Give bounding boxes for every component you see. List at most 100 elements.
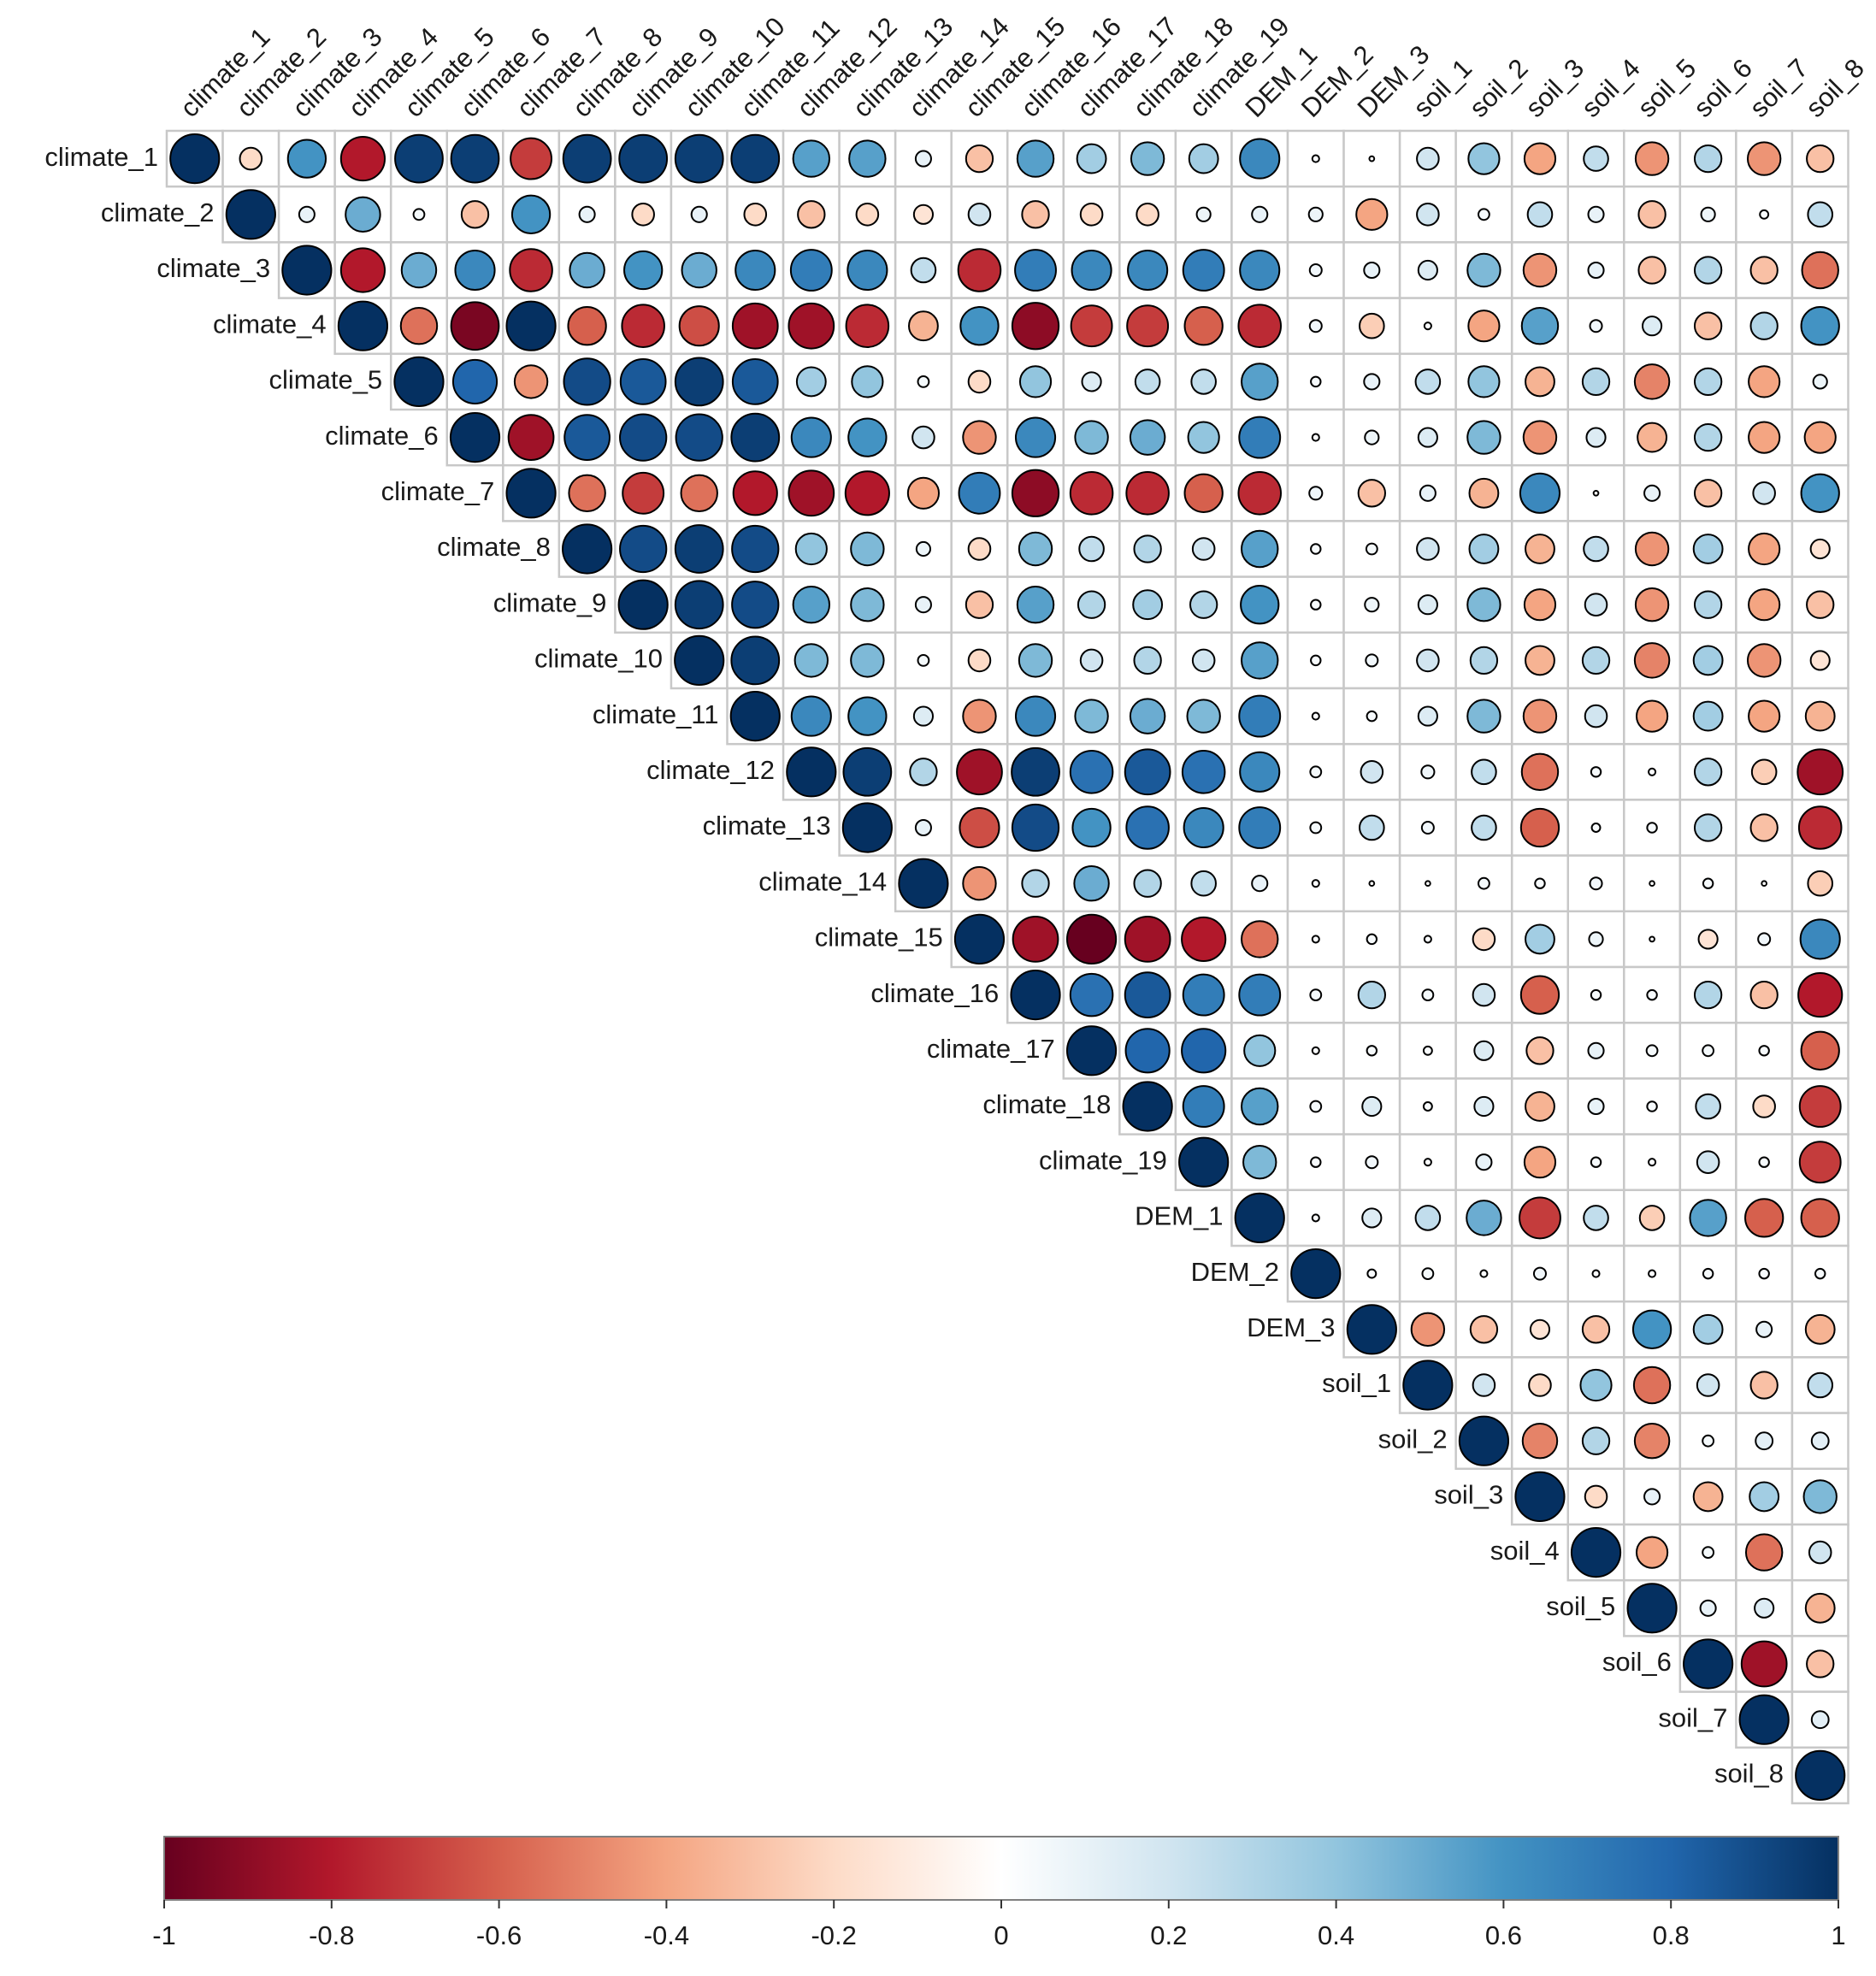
corr-circle-climate_4-climate_5 [399, 306, 439, 345]
corr-circle-DEM_2-soil_2 [1479, 1269, 1489, 1278]
colorbar-tick-label: -0.6 [476, 1920, 522, 1950]
corr-circle-climate_12-climate_14 [909, 758, 938, 787]
corr-circle-climate_9-climate_16 [1016, 585, 1055, 624]
corr-circle-climate_2-climate_14 [912, 203, 935, 225]
corr-circle-climate_9-soil_7 [1748, 588, 1781, 622]
corr-circle-climate_1-DEM_3 [1368, 155, 1376, 162]
corr-circle-climate_10-soil_6 [1692, 645, 1724, 676]
corr-circle-climate_15-soil_3 [1525, 923, 1555, 955]
corr-circle-climate_6-DEM_3 [1364, 429, 1380, 445]
corr-circle-climate_2-soil_5 [1637, 200, 1667, 229]
corr-circle-climate_3-soil_5 [1637, 256, 1667, 285]
corr-circle-climate_5-climate_10 [674, 357, 724, 407]
corr-circle-climate_18-soil_5 [1646, 1100, 1658, 1112]
corr-circle-climate_3-DEM_3 [1363, 261, 1381, 280]
corr-circle-climate_1-DEM_1 [1239, 138, 1281, 180]
corr-circle-climate_16-soil_5 [1646, 988, 1658, 1001]
corr-circle-climate_1-climate_16 [1016, 139, 1055, 178]
corr-circle-climate_13-climate_13 [841, 802, 893, 853]
corr-circle-climate_9-climate_19 [1189, 590, 1218, 619]
corr-circle-climate_3-climate_12 [789, 249, 833, 292]
corr-circle-climate_10-DEM_1 [1241, 641, 1279, 680]
row-label-climate_9: climate_9 [493, 587, 607, 617]
corr-circle-climate_15-climate_17 [1065, 913, 1118, 965]
corr-circle-climate_4-climate_6 [450, 301, 500, 351]
corr-circle-climate_9-climate_13 [850, 587, 885, 622]
row-label-climate_16: climate_16 [870, 978, 999, 1008]
corr-circle-climate_8-climate_14 [915, 540, 932, 557]
corr-circle-climate_16-soil_8 [1797, 972, 1844, 1018]
corr-circle-climate_17-soil_3 [1525, 1036, 1554, 1065]
corr-circle-climate_9-climate_15 [965, 590, 994, 619]
corr-circle-climate_12-climate_13 [842, 746, 893, 797]
corr-circle-climate_1-climate_3 [286, 139, 327, 179]
corr-circle-climate_2-climate_12 [797, 200, 826, 229]
corr-circle-climate_8-soil_5 [1634, 531, 1670, 567]
corr-circle-climate_10-soil_5 [1633, 642, 1671, 679]
corr-circle-climate_3-climate_3 [281, 245, 333, 296]
corr-circle-climate_19-climate_19 [1178, 1136, 1230, 1188]
corr-circle-climate_8-climate_18 [1133, 534, 1162, 563]
corr-circle-climate_17-soil_7 [1758, 1045, 1770, 1057]
corr-circle-climate_6-climate_15 [962, 420, 997, 455]
corr-circle-soil_2-soil_4 [1581, 1426, 1611, 1455]
corr-circle-DEM_1-soil_7 [1744, 1198, 1785, 1238]
corr-circle-climate_10-climate_12 [793, 643, 829, 678]
corr-circle-climate_9-climate_14 [914, 596, 932, 614]
corr-circle-climate_5-climate_17 [1081, 371, 1102, 392]
corr-circle-climate_4-DEM_1 [1237, 304, 1282, 348]
corr-circle-climate_15-soil_2 [1472, 927, 1496, 952]
cell-climate_19-soil_2 [1454, 1133, 1513, 1192]
corr-circle-soil_3-soil_4 [1584, 1484, 1608, 1509]
corr-circle-climate_1-climate_18 [1130, 141, 1165, 176]
corr-circle-climate_18-DEM_3 [1361, 1095, 1383, 1118]
corr-circle-climate_19-DEM_2 [1310, 1156, 1322, 1168]
corr-circle-climate_10-soil_1 [1416, 648, 1440, 673]
corr-circle-soil_3-soil_8 [1802, 1479, 1838, 1514]
corr-circle-soil_5-soil_7 [1754, 1597, 1775, 1619]
corr-circle-climate_8-climate_9 [619, 524, 668, 574]
corr-circle-DEM_2-soil_6 [1702, 1267, 1714, 1280]
corr-circle-climate_6-climate_11 [730, 412, 781, 463]
corr-circle-climate_14-DEM_3 [1368, 880, 1376, 888]
corr-circle-climate_19-soil_5 [1648, 1158, 1657, 1167]
corr-circle-climate_15-climate_19 [1181, 916, 1227, 962]
corr-circle-climate_12-climate_16 [1011, 746, 1060, 797]
corr-circle-climate_11-climate_12 [790, 695, 832, 737]
corr-circle-climate_16-climate_19 [1182, 973, 1225, 1017]
corr-circle-soil_7-soil_7 [1738, 1694, 1790, 1745]
colorbar-tick-label: 0.4 [1318, 1920, 1354, 1950]
corr-circle-climate_10-soil_3 [1525, 645, 1555, 676]
corr-circle-climate_11-climate_16 [1014, 695, 1057, 737]
corr-circle-climate_3-soil_2 [1466, 252, 1501, 288]
corr-circle-climate_3-climate_6 [454, 249, 496, 292]
colorbar-tick-label: -0.2 [811, 1920, 856, 1950]
colorbar-tick-label: 0.6 [1485, 1920, 1522, 1950]
corr-circle-climate_16-soil_7 [1749, 980, 1779, 1010]
corr-circle-climate_12-DEM_1 [1239, 751, 1281, 793]
corr-circle-climate_14-soil_3 [1534, 877, 1546, 889]
colorbar-tick-label: -1 [152, 1920, 176, 1950]
corr-circle-soil_3-soil_3 [1514, 1471, 1566, 1523]
corr-circle-DEM_1-soil_8 [1800, 1198, 1840, 1238]
corr-circle-climate_12-DEM_2 [1309, 765, 1323, 779]
corr-circle-climate_18-climate_19 [1182, 1085, 1225, 1128]
corr-circle-climate_12-climate_19 [1181, 750, 1226, 794]
corr-circle-climate_11-climate_18 [1129, 698, 1166, 734]
corr-circle-DEM_2-soil_8 [1814, 1267, 1826, 1280]
corr-circle-soil_2-soil_8 [1810, 1431, 1830, 1451]
corr-circle-climate_16-soil_2 [1472, 982, 1496, 1007]
corr-circle-climate_14-climate_17 [1073, 864, 1110, 902]
corr-circle-climate_6-soil_6 [1693, 422, 1723, 452]
corr-circle-soil_8-soil_8 [1795, 1749, 1846, 1801]
corr-circle-soil_5-soil_6 [1699, 1599, 1717, 1617]
corr-circle-climate_4-climate_19 [1183, 306, 1224, 346]
corr-circle-climate_8-climate_19 [1191, 537, 1216, 561]
corr-circle-soil_4-soil_4 [1570, 1527, 1622, 1578]
corr-circle-climate_5-soil_7 [1748, 365, 1781, 398]
corr-circle-climate_11-climate_15 [962, 699, 997, 734]
corr-circle-climate_3-climate_17 [1071, 249, 1112, 292]
row-label-climate_19: climate_19 [1039, 1145, 1167, 1175]
corr-circle-climate_10-climate_18 [1133, 646, 1162, 675]
corr-circle-climate_3-climate_18 [1127, 249, 1169, 292]
